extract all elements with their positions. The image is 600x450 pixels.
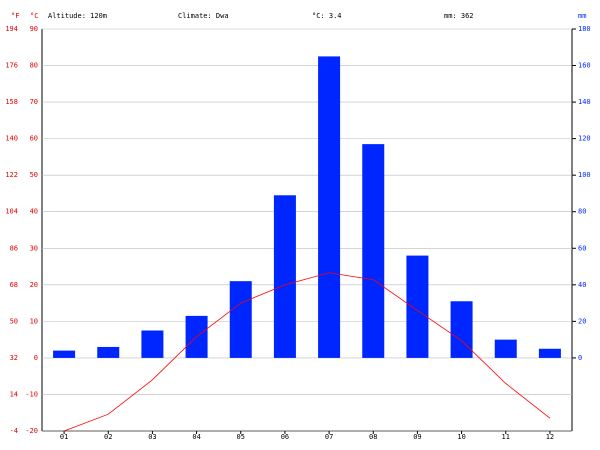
c-tick-label: 90 — [30, 25, 38, 33]
temp-line — [63, 272, 551, 432]
x-tick-label: 10 — [457, 433, 465, 441]
f-tick-label: 194 — [5, 25, 18, 33]
precip-bar — [538, 348, 561, 358]
precip-bar — [362, 144, 385, 358]
c-tick-label: 20 — [30, 281, 38, 289]
y2-tick-label: 20 — [578, 317, 586, 325]
precip-bar — [229, 281, 252, 358]
y2-tick-label: 40 — [578, 281, 586, 289]
f-tick-label: 32 — [10, 354, 18, 362]
f-tick-label: 68 — [10, 281, 18, 289]
x-tick-label: 03 — [148, 433, 156, 441]
y2-tick-label: 120 — [578, 135, 591, 143]
y2-tick-label: 80 — [578, 208, 586, 216]
precip-bar — [450, 301, 473, 358]
x-tick-label: 06 — [281, 433, 289, 441]
f-tick-label: 14 — [10, 390, 18, 398]
precip-bar — [318, 56, 341, 358]
f-tick-label: 104 — [5, 208, 18, 216]
precip-bar — [273, 195, 296, 358]
c-tick-label: 40 — [30, 208, 38, 216]
x-tick-label: 04 — [192, 433, 200, 441]
c-tick-label: -10 — [25, 390, 38, 398]
x-tick-label: 09 — [413, 433, 421, 441]
y2-tick-label: 140 — [578, 98, 591, 106]
x-tick-label: 01 — [60, 433, 68, 441]
c-tick-label: -20 — [25, 427, 38, 435]
precip-bar — [53, 350, 76, 358]
c-tick-label: 10 — [30, 317, 38, 325]
f-tick-label: 140 — [5, 135, 18, 143]
x-tick-label: 02 — [104, 433, 112, 441]
x-tick-label: 07 — [325, 433, 333, 441]
c-tick-label: 80 — [30, 62, 38, 70]
f-tick-label: 50 — [10, 317, 18, 325]
y2-tick-label: 0 — [578, 354, 582, 362]
c-tick-label: 50 — [30, 171, 38, 179]
f-tick-label: 176 — [5, 62, 18, 70]
y2-tick-label: 100 — [578, 171, 591, 179]
y2-tick-label: 160 — [578, 62, 591, 70]
precip-bar — [494, 339, 517, 358]
f-tick-label: 158 — [5, 98, 18, 106]
mm-unit: mm — [578, 12, 586, 20]
f-tick-label: -4 — [10, 427, 18, 435]
climate: Climate: Dwa — [178, 12, 229, 20]
precip-bar — [97, 346, 120, 358]
x-tick-label: 05 — [237, 433, 245, 441]
f-tick-label: 86 — [10, 244, 18, 252]
precip-bar — [406, 255, 429, 358]
f-tick-label: 122 — [5, 171, 18, 179]
f-unit: °F — [11, 12, 19, 20]
c-unit: °C — [30, 12, 38, 20]
y2-tick-label: 180 — [578, 25, 591, 33]
c-tick-label: 60 — [30, 135, 38, 143]
mean-temp: °C: 3.4 — [312, 12, 342, 20]
precip-bar — [141, 330, 164, 358]
y2-tick-label: 60 — [578, 244, 586, 252]
altitude: Altitude: 120m — [48, 12, 107, 20]
x-tick-label: 08 — [369, 433, 377, 441]
c-tick-label: 30 — [30, 244, 38, 252]
c-tick-label: 70 — [30, 98, 38, 106]
x-tick-label: 12 — [546, 433, 554, 441]
x-tick-label: 11 — [502, 433, 510, 441]
total-precip: mm: 362 — [444, 12, 474, 20]
c-tick-label: 0 — [34, 354, 38, 362]
